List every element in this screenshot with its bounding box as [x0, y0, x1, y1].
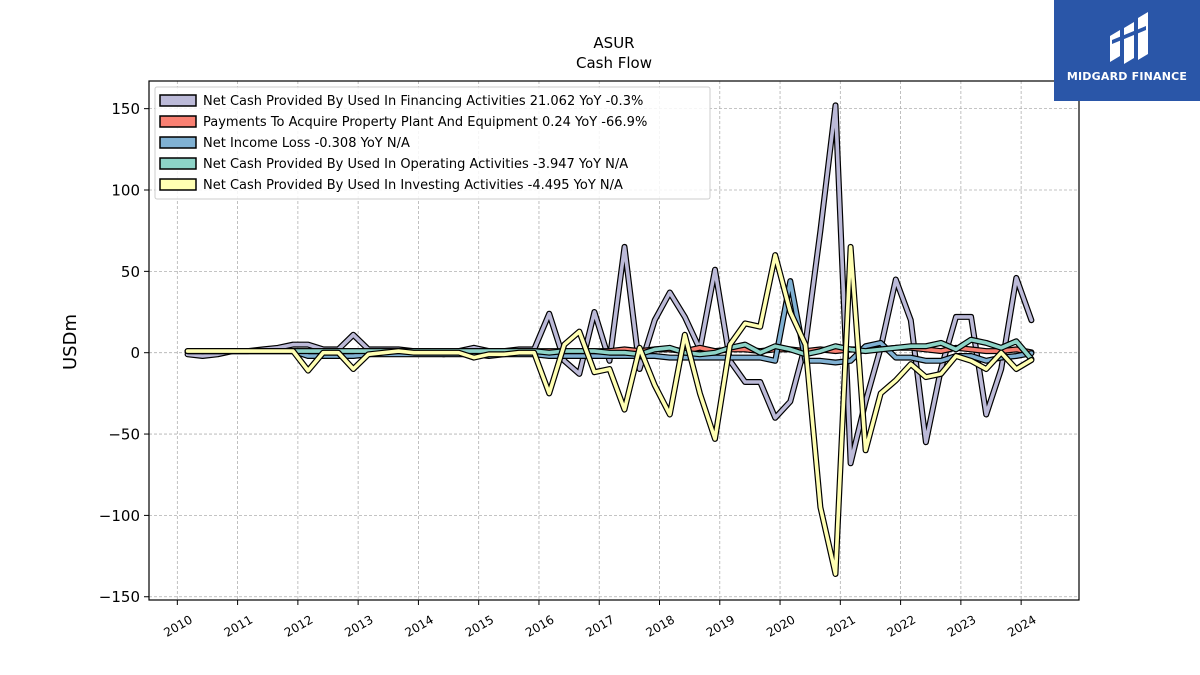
legend-label: Net Income Loss -0.308 YoY N/A: [203, 136, 410, 151]
y-tick-label: −150: [99, 588, 140, 606]
series-layer: [184, 102, 1035, 577]
y-tick-label: 0: [130, 344, 140, 362]
x-tick-label: 2022: [885, 612, 918, 639]
logo-mark-icon: [1110, 12, 1148, 64]
x-tick-label: 2012: [282, 612, 315, 639]
x-tick-label: 2024: [1005, 612, 1038, 639]
y-tick-label: 50: [121, 263, 140, 281]
legend-box: [154, 86, 711, 200]
legend-swatch: [159, 178, 197, 191]
x-tick-label: 2020: [764, 612, 797, 639]
y-tick-label: −100: [99, 507, 140, 525]
legend-swatch: [159, 115, 197, 128]
plot-frame: [148, 80, 1080, 601]
x-tick-label: 2021: [824, 612, 857, 639]
x-tick-label: 2014: [402, 612, 435, 639]
y-tick-label: −50: [108, 426, 140, 444]
legend-label: Payments To Acquire Property Plant And E…: [203, 115, 647, 130]
series-line-2: [185, 279, 1034, 365]
legend: Net Cash Provided By Used In Financing A…: [154, 86, 711, 200]
x-tick-label: 2015: [463, 612, 496, 639]
x-tick-label: 2016: [523, 612, 556, 639]
x-tick-label: 2018: [644, 612, 677, 639]
x-tick-label: 2017: [583, 612, 616, 639]
midgard-finance-logo: MIDGARD FINANCE: [1054, 0, 1200, 101]
x-tick-label: 2013: [342, 612, 375, 639]
legend-label: Net Cash Provided By Used In Investing A…: [203, 178, 623, 193]
y-axis-label: USDm: [60, 314, 81, 370]
y-tick-label: 150: [111, 100, 140, 118]
x-tick-label: 2023: [945, 612, 978, 639]
legend-label: Net Cash Provided By Used In Operating A…: [203, 157, 628, 172]
logo-text: MIDGARD FINANCE: [1066, 70, 1188, 83]
legend-swatch: [159, 94, 197, 107]
y-tick-label: 100: [111, 182, 140, 200]
legend-label: Net Cash Provided By Used In Financing A…: [203, 94, 643, 109]
x-tick-label: 2010: [161, 612, 194, 639]
chart-subtitle: Cash Flow: [576, 54, 652, 72]
series-line-4: [185, 245, 1034, 576]
x-tick-label: 2019: [704, 612, 737, 639]
legend-swatch: [159, 136, 197, 149]
x-tick-label: 2011: [222, 612, 255, 639]
legend-swatch: [159, 157, 197, 170]
chart-title: ASUR: [593, 34, 634, 52]
